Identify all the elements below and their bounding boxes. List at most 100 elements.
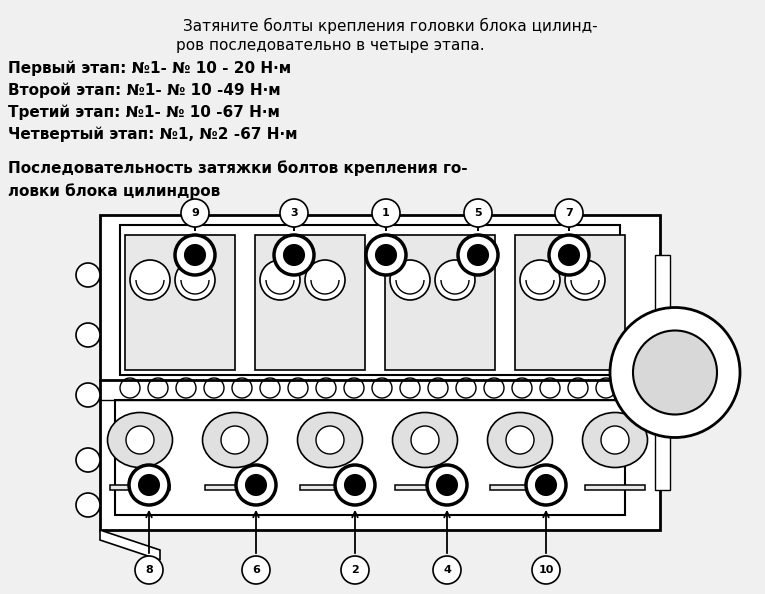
FancyBboxPatch shape [125, 235, 235, 370]
Circle shape [236, 465, 276, 505]
Text: 1: 1 [382, 208, 390, 218]
FancyBboxPatch shape [490, 485, 550, 490]
FancyBboxPatch shape [300, 485, 360, 490]
Circle shape [565, 260, 605, 300]
Circle shape [400, 378, 420, 398]
Circle shape [76, 448, 100, 472]
Circle shape [555, 199, 583, 227]
Circle shape [610, 308, 740, 438]
FancyBboxPatch shape [110, 485, 170, 490]
Circle shape [76, 493, 100, 517]
Circle shape [624, 378, 644, 398]
Circle shape [345, 475, 365, 495]
Text: Четвертый этап: №1, №2 -67 Н·м: Четвертый этап: №1, №2 -67 Н·м [8, 126, 298, 141]
Circle shape [428, 378, 448, 398]
Circle shape [366, 235, 406, 275]
Circle shape [221, 426, 249, 454]
Circle shape [260, 260, 300, 300]
Circle shape [464, 199, 492, 227]
Text: 8: 8 [145, 565, 153, 575]
FancyBboxPatch shape [655, 255, 670, 490]
Circle shape [344, 378, 364, 398]
Circle shape [246, 475, 266, 495]
Circle shape [126, 426, 154, 454]
Text: Затяните болты крепления головки блока цилинд-: Затяните болты крепления головки блока ц… [183, 18, 597, 34]
Circle shape [204, 378, 224, 398]
Text: 3: 3 [290, 208, 298, 218]
Text: 6: 6 [252, 565, 260, 575]
Circle shape [274, 235, 314, 275]
Text: ловки блока цилиндров: ловки блока цилиндров [8, 183, 220, 199]
Text: 2: 2 [351, 565, 359, 575]
Circle shape [468, 245, 488, 265]
Circle shape [120, 378, 140, 398]
Circle shape [260, 378, 280, 398]
Circle shape [76, 383, 100, 407]
Text: 7: 7 [565, 208, 573, 218]
Circle shape [411, 426, 439, 454]
Circle shape [390, 260, 430, 300]
Text: 4: 4 [443, 565, 451, 575]
Circle shape [540, 378, 560, 398]
Circle shape [549, 235, 589, 275]
Circle shape [435, 260, 475, 300]
Circle shape [559, 245, 579, 265]
Circle shape [437, 475, 457, 495]
FancyBboxPatch shape [395, 485, 455, 490]
Circle shape [458, 235, 498, 275]
Circle shape [130, 260, 170, 300]
Circle shape [280, 199, 308, 227]
Circle shape [484, 378, 504, 398]
Circle shape [520, 260, 560, 300]
Circle shape [532, 556, 560, 584]
FancyBboxPatch shape [120, 225, 620, 375]
Circle shape [175, 235, 215, 275]
Circle shape [512, 378, 532, 398]
Ellipse shape [582, 412, 647, 467]
Text: 9: 9 [191, 208, 199, 218]
Circle shape [76, 323, 100, 347]
Circle shape [185, 245, 205, 265]
Circle shape [536, 475, 556, 495]
Circle shape [181, 199, 209, 227]
Text: Третий этап: №1- № 10 -67 Н·м: Третий этап: №1- № 10 -67 Н·м [8, 104, 280, 119]
Circle shape [175, 260, 215, 300]
Circle shape [129, 465, 169, 505]
Ellipse shape [392, 412, 457, 467]
Ellipse shape [487, 412, 552, 467]
Ellipse shape [108, 412, 172, 467]
Circle shape [433, 556, 461, 584]
FancyBboxPatch shape [515, 235, 625, 370]
Ellipse shape [203, 412, 268, 467]
Circle shape [288, 378, 308, 398]
Circle shape [316, 426, 344, 454]
Circle shape [284, 245, 304, 265]
Text: 10: 10 [539, 565, 554, 575]
Circle shape [372, 199, 400, 227]
Circle shape [305, 260, 345, 300]
Circle shape [633, 330, 717, 415]
Circle shape [148, 378, 168, 398]
FancyBboxPatch shape [385, 235, 495, 370]
Text: 5: 5 [474, 208, 482, 218]
Circle shape [341, 556, 369, 584]
Circle shape [316, 378, 336, 398]
FancyBboxPatch shape [100, 215, 660, 530]
Text: ров последовательно в четыре этапа.: ров последовательно в четыре этапа. [176, 38, 484, 53]
Circle shape [76, 263, 100, 287]
Circle shape [232, 378, 252, 398]
FancyBboxPatch shape [115, 400, 625, 515]
Text: Второй этап: №1- № 10 -49 Н·м: Второй этап: №1- № 10 -49 Н·м [8, 82, 281, 97]
Circle shape [176, 378, 196, 398]
Text: Последовательность затяжки болтов крепления го-: Последовательность затяжки болтов крепле… [8, 160, 467, 176]
Text: Первый этап: №1- № 10 - 20 Н·м: Первый этап: №1- № 10 - 20 Н·м [8, 60, 291, 75]
FancyBboxPatch shape [205, 485, 265, 490]
Circle shape [601, 426, 629, 454]
FancyBboxPatch shape [585, 485, 645, 490]
Circle shape [376, 245, 396, 265]
FancyBboxPatch shape [255, 235, 365, 370]
Polygon shape [100, 530, 160, 560]
Circle shape [135, 556, 163, 584]
Circle shape [372, 378, 392, 398]
Circle shape [335, 465, 375, 505]
